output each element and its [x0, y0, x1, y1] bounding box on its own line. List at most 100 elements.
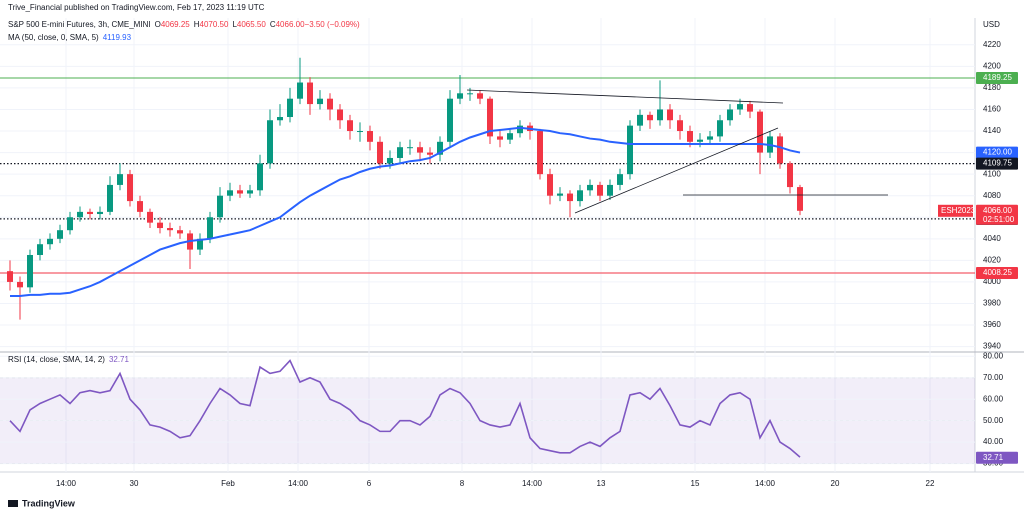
candle-body	[777, 136, 783, 164]
candle-body	[327, 98, 333, 110]
candle-body	[267, 120, 273, 164]
symbol-label: ESH2023	[941, 206, 976, 215]
candle-body	[57, 230, 63, 239]
candle-body	[537, 131, 543, 175]
candle-body	[357, 131, 363, 133]
candle-body	[117, 174, 123, 185]
candle-body	[497, 136, 503, 140]
price-badge-label: 4120.00	[983, 148, 1012, 157]
candle-body	[607, 184, 613, 196]
y-tick-label: 4200	[983, 61, 1001, 70]
x-tick-label: 14:00	[522, 479, 543, 488]
rsi-legend: RSI (14, close, SMA, 14, 2) 32.71	[8, 355, 130, 364]
price-badge	[976, 71, 1018, 84]
candle-body	[277, 117, 283, 121]
ohlc-value: 4070.50	[200, 20, 229, 29]
candle-body	[237, 190, 243, 194]
price-badge	[976, 157, 1018, 170]
x-tick-label: 20	[831, 479, 840, 488]
ohlc-key: C	[270, 20, 276, 29]
candle-body	[617, 174, 623, 185]
candle-body	[127, 174, 133, 202]
candle-body	[717, 120, 723, 137]
x-tick-label: 6	[367, 479, 372, 488]
x-tick-label: Feb	[221, 479, 235, 488]
y-tick-label: 40.00	[983, 437, 1004, 446]
ohlc-value: 4066.00	[276, 20, 305, 29]
candle-body	[427, 152, 433, 155]
candle-body	[727, 109, 733, 121]
ma-legend: MA (50, close, 0, SMA, 5) 4119.93	[8, 33, 132, 42]
x-tick-label: 14:00	[288, 479, 309, 488]
y-tick-label: 50.00	[983, 416, 1004, 425]
price-badge	[976, 451, 1018, 464]
candle-body	[747, 104, 753, 112]
candle-body	[657, 109, 663, 121]
candle-body	[17, 281, 23, 288]
marks	[0, 57, 975, 458]
candle-body	[97, 211, 103, 215]
candle-body	[67, 217, 73, 231]
candle-body	[517, 125, 523, 134]
price-badge	[976, 204, 1018, 225]
rsi-name: RSI (14, close, SMA, 14, 2)	[8, 355, 105, 364]
price-badge-label: 4008.25	[983, 268, 1012, 277]
candle-body	[337, 109, 343, 121]
y-tick-label: 4040	[983, 234, 1001, 243]
ohlc-key: L	[232, 20, 237, 29]
rsi-value: 32.71	[109, 355, 130, 364]
moving-average	[10, 126, 801, 297]
candle-body	[587, 184, 593, 191]
candle-body	[477, 93, 483, 99]
ohlc-key: O	[155, 20, 161, 29]
candle-body	[287, 98, 293, 118]
y-tick-label: 4080	[983, 191, 1001, 200]
logo-text: TradingView	[22, 498, 76, 508]
candle-body	[597, 184, 603, 196]
candle-body	[457, 93, 463, 99]
overlay: 14:00 30 Feb 14:00 6 8 14:00 13 15 14:00 20 22 3940 3…	[8, 20, 1018, 488]
candle-body	[687, 131, 693, 142]
candle-body	[27, 254, 33, 288]
candle-body	[197, 238, 203, 250]
candle-body	[487, 98, 493, 137]
candle-body	[387, 157, 393, 164]
price-badge-countdown: 02:51:00	[983, 215, 1015, 224]
candle-body	[167, 228, 173, 231]
candle-body	[37, 244, 43, 255]
candle-body	[407, 147, 413, 149]
y-tick-label: 4180	[983, 83, 1001, 92]
trendline	[574, 127, 779, 214]
y-tick-label: 4140	[983, 126, 1001, 135]
candle-body	[137, 201, 143, 212]
ohlc-value: −3.50 (−0.09%)	[305, 20, 360, 29]
candle-body	[227, 190, 233, 196]
candle-body	[667, 109, 673, 121]
y-tick-label: 4160	[983, 105, 1001, 114]
candle-body	[7, 271, 13, 282]
ma-name: MA (50, close, 0, SMA, 5)	[8, 33, 99, 42]
y-tick-label: 60.00	[983, 394, 1004, 403]
candle-body	[217, 195, 223, 218]
y-tick-label: 3960	[983, 320, 1001, 329]
candle-body	[157, 222, 163, 229]
candle-body	[377, 141, 383, 164]
price-badge-label: 4066.00	[983, 206, 1012, 215]
candle-body	[317, 98, 323, 105]
candle-body	[707, 136, 713, 140]
candle-body	[787, 163, 793, 188]
candle-body	[87, 211, 93, 215]
candle-body	[557, 193, 563, 196]
rsi-line	[9, 359, 801, 458]
price-badge	[976, 146, 1018, 159]
candle-body	[347, 120, 353, 132]
y-tick-label: 4000	[983, 277, 1001, 286]
currency: USD	[983, 20, 1000, 29]
y-tick-label: 80.00	[983, 351, 1004, 360]
y-tick-label: 4020	[983, 255, 1001, 264]
candle-body	[207, 217, 213, 239]
ma-value: 4119.93	[103, 33, 132, 42]
candle-body	[297, 82, 303, 99]
